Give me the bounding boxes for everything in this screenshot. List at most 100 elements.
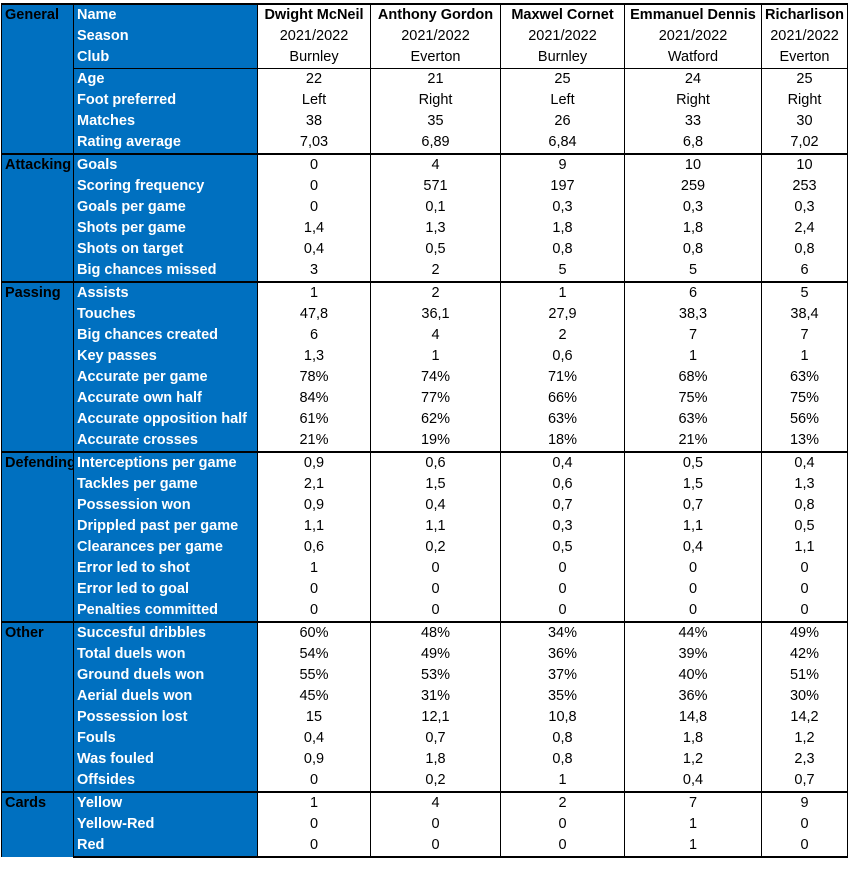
- section-category-label: General: [1, 3, 74, 154]
- stat-cell: 0: [370, 814, 501, 835]
- stat-cell: 0,4: [500, 451, 625, 474]
- table-row: Goals per game 0 0,1 0,3 0,3 0,3: [2, 197, 848, 218]
- stat-cell: 0: [761, 814, 848, 835]
- row-label: Club: [73, 47, 258, 69]
- stat-cell: 1,4: [257, 218, 371, 239]
- row-label: Tackles per game: [73, 474, 258, 495]
- stat-cell: 0,6: [500, 474, 625, 495]
- table-row: Possession won 0,9 0,4 0,7 0,7 0,8: [2, 495, 848, 516]
- row-label: Penalties committed: [73, 600, 258, 622]
- stat-cell: 4: [370, 325, 501, 346]
- stat-cell: 1: [257, 791, 371, 814]
- stat-cell: 253: [761, 176, 848, 197]
- section-category-label: Attacking: [1, 153, 74, 282]
- stat-cell: 9: [500, 153, 625, 176]
- stat-cell: 1,1: [370, 516, 501, 537]
- stat-cell: 53%: [370, 665, 501, 686]
- stat-cell: 0: [624, 558, 762, 579]
- stat-cell: 45%: [257, 686, 371, 707]
- table-row: Matches 38 35 26 33 30: [2, 111, 848, 132]
- stat-cell: 0: [624, 579, 762, 600]
- stat-cell: 0,7: [500, 495, 625, 516]
- stat-cell: 0,4: [257, 239, 371, 260]
- stat-cell: 2021/2022: [500, 26, 625, 47]
- table-row: Cards Yellow 1 4 2 7 9: [1, 791, 848, 857]
- stat-cell: 49%: [370, 644, 501, 665]
- stat-cell: 51%: [761, 665, 848, 686]
- table-row: Red 0 0 0 1 0: [2, 835, 848, 858]
- stat-cell: 0,3: [761, 197, 848, 218]
- stat-cell: 1,8: [624, 218, 762, 239]
- stat-cell: 1,1: [257, 516, 371, 537]
- row-label: Scoring frequency: [73, 176, 258, 197]
- stat-cell: 1: [257, 558, 371, 579]
- stat-cell: 36,1: [370, 304, 501, 325]
- stat-cell: 0,7: [761, 770, 848, 792]
- row-label: Accurate opposition half: [73, 409, 258, 430]
- row-label: Fouls: [73, 728, 258, 749]
- stat-cell: 18%: [500, 430, 625, 452]
- table-row: Penalties committed 0 0 0 0 0: [2, 600, 848, 622]
- stat-cell: 54%: [257, 644, 371, 665]
- table-row: Drippled past per game 1,1 1,1 0,3 1,1 0,5: [2, 516, 848, 537]
- stat-cell: 71%: [500, 367, 625, 388]
- table-row: Shots per game 1,4 1,3 1,8 1,8 2,4: [2, 218, 848, 239]
- table-row: Accurate opposition half 61% 62% 63% 63% 56%: [2, 409, 848, 430]
- row-label: Interceptions per game: [73, 451, 258, 474]
- stat-cell: 15: [257, 707, 371, 728]
- table-row: Shots on target 0,4 0,5 0,8 0,8 0,8: [2, 239, 848, 260]
- row-label: Ground duels won: [73, 665, 258, 686]
- stat-cell: 10: [761, 153, 848, 176]
- stat-cell: 1: [500, 281, 625, 304]
- stat-cell: 2021/2022: [370, 26, 501, 47]
- table-row: Yellow-Red 0 0 0 1 0: [2, 814, 848, 835]
- stat-cell: 68%: [624, 367, 762, 388]
- stat-cell: 1: [624, 814, 762, 835]
- stat-cell: 4: [370, 791, 501, 814]
- stat-cell: 36%: [500, 644, 625, 665]
- player-name-header: Dwight McNeil: [257, 3, 371, 26]
- stat-cell: 0: [500, 814, 625, 835]
- stat-cell: 0,5: [370, 239, 501, 260]
- table-row: Was fouled 0,9 1,8 0,8 1,2 2,3: [2, 749, 848, 770]
- row-label: Shots on target: [73, 239, 258, 260]
- stat-cell: 34%: [500, 621, 625, 644]
- table-row: Defending Interceptions per game 0,9 0,6 0,4…: [1, 451, 848, 622]
- stat-cell: 6: [624, 281, 762, 304]
- table-row: Error led to goal 0 0 0 0 0: [2, 579, 848, 600]
- stat-cell: 571: [370, 176, 501, 197]
- stat-cell: 36%: [624, 686, 762, 707]
- stat-cell: 75%: [761, 388, 848, 409]
- stat-cell: 1: [370, 346, 501, 367]
- stat-cell: 63%: [500, 409, 625, 430]
- stat-cell: 0,3: [624, 197, 762, 218]
- stat-cell: 1: [257, 281, 371, 304]
- stat-cell: 5: [761, 281, 848, 304]
- stat-cell: 0,3: [500, 516, 625, 537]
- stat-cell: 21: [370, 68, 501, 90]
- stat-cell: 42%: [761, 644, 848, 665]
- stat-cell: 47,8: [257, 304, 371, 325]
- stat-cell: 7: [761, 325, 848, 346]
- table-row: Tackles per game 2,1 1,5 0,6 1,5 1,3: [2, 474, 848, 495]
- stat-cell: 0,8: [500, 239, 625, 260]
- row-label: Possession won: [73, 495, 258, 516]
- stat-cell: 0: [257, 153, 371, 176]
- row-label: Error led to goal: [73, 579, 258, 600]
- row-label: Key passes: [73, 346, 258, 367]
- stat-cell: 30%: [761, 686, 848, 707]
- stat-cell: 0,4: [761, 451, 848, 474]
- stat-cell: 0,4: [624, 770, 762, 792]
- stat-cell: 0,6: [500, 346, 625, 367]
- stat-cell: 0: [761, 558, 848, 579]
- stat-cell: 35: [370, 111, 501, 132]
- stat-cell: 0: [370, 558, 501, 579]
- stat-cell: 14,8: [624, 707, 762, 728]
- stat-cell: 63%: [761, 367, 848, 388]
- table-row: Accurate crosses 21% 19% 18% 21% 13%: [2, 430, 848, 452]
- table-row: Touches 47,8 36,1 27,9 38,3 38,4: [2, 304, 848, 325]
- row-label: Accurate crosses: [73, 430, 258, 452]
- stat-cell: 48%: [370, 621, 501, 644]
- stat-cell: 5: [624, 260, 762, 282]
- stat-cell: 2,1: [257, 474, 371, 495]
